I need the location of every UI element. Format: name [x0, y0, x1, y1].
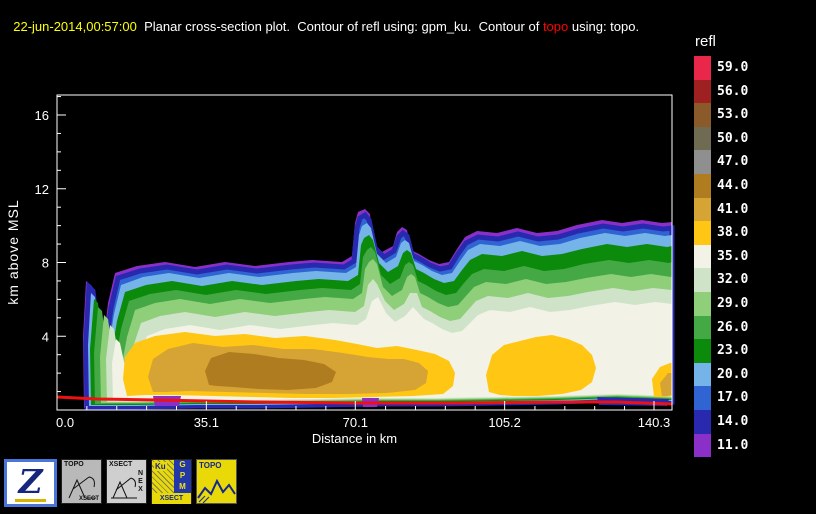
gpm-ku-xsect-window-icon[interactable]: Ku GPM XSECT: [151, 459, 192, 504]
legend-value: 47.0: [717, 154, 749, 170]
legend-swatch: [694, 221, 711, 245]
legend-entry: 53.0: [694, 103, 748, 127]
nexrad-xsect-side: NEX: [137, 470, 144, 494]
legend-entry: 50.0: [694, 126, 749, 151]
nexrad-xsect-title: XSECT: [109, 461, 133, 468]
legend-entry: 32.0: [694, 268, 748, 292]
legend-entry: 26.0: [694, 315, 749, 340]
zeb-logo: Z: [15, 465, 46, 502]
legend-value: 26.0: [717, 319, 749, 335]
legend-swatch: [694, 56, 711, 80]
svg-text:0.0: 0.0: [56, 415, 74, 430]
ku-panel: Ku: [152, 460, 174, 493]
legend-entry: 38.0: [694, 221, 748, 245]
legend-swatch: [694, 244, 711, 269]
legend-swatch: [694, 268, 711, 292]
legend-swatch: [694, 103, 711, 127]
legend-swatch: [694, 126, 711, 151]
legend-value: 50.0: [717, 130, 749, 146]
legend-value: 44.0: [717, 177, 749, 193]
plot-canvas: 0.0 35.1 70.1 105.2 140.3 4 8 12 16 Distance in k…: [5, 94, 675, 446]
legend-swatch: [694, 150, 711, 174]
legend-value: 17.0: [717, 390, 749, 406]
svg-text:8: 8: [42, 256, 49, 271]
nexrad-xsect-window-icon[interactable]: XSECT NEX: [106, 459, 147, 504]
topo-xsect-sub: XSECT: [78, 496, 99, 502]
legend-value: 59.0: [717, 60, 749, 75]
legend-entry: 41.0: [694, 197, 749, 222]
legend-value: 56.0: [717, 83, 749, 99]
svg-text:105.2: 105.2: [488, 415, 521, 430]
legend-value: 35.0: [717, 248, 749, 264]
svg-text:35.1: 35.1: [194, 415, 219, 430]
legend-swatch: [694, 433, 711, 458]
title-text: Planar cross-section plot. Contour of re…: [136, 19, 543, 34]
legend-entry: 23.0: [694, 339, 748, 363]
gpm-label: GPM: [178, 460, 187, 493]
legend-swatch: [694, 197, 711, 222]
legend-entry: 56.0: [694, 79, 749, 104]
topo-xsect-title: TOPO: [64, 461, 84, 468]
legend-entry: 20.0: [694, 362, 749, 387]
topo-profile-icon: [197, 478, 236, 504]
topo-window-icon[interactable]: TOPO: [196, 459, 237, 504]
legend-title: refl: [695, 33, 716, 50]
legend-entry: 44.0: [694, 173, 749, 198]
legend-entry: 29.0: [694, 291, 749, 316]
legend-swatch: [694, 79, 711, 104]
svg-text:km above MSL: km above MSL: [5, 199, 21, 304]
colorbar: 59.0 56.0 53.0 50.0 47.0 44.0 41.0 38.0 35.0 32.0…: [694, 56, 749, 458]
legend-value: 53.0: [717, 107, 749, 123]
title-bar: 22-jun-2014,00:57:00 Planar cross-sectio…: [6, 4, 639, 34]
legend-swatch: [694, 339, 711, 363]
gpm-xsect-label: XSECT: [159, 495, 184, 502]
legend-entry: 35.0: [694, 244, 749, 269]
title-tail: using: topo.: [568, 19, 640, 34]
legend-entry: 59.0: [694, 56, 748, 80]
svg-text:16: 16: [35, 108, 49, 123]
legend-entry: 11.0: [694, 433, 749, 458]
legend-entry: 14.0: [694, 409, 749, 434]
legend-value: 41.0: [717, 201, 749, 217]
legend-value: 38.0: [717, 225, 749, 241]
svg-text:70.1: 70.1: [343, 415, 368, 430]
zeb-window-icon[interactable]: Z: [4, 459, 57, 507]
legend-swatch: [694, 291, 711, 316]
svg-text:4: 4: [42, 329, 49, 344]
topo-xsect-window-icon[interactable]: TOPO XSECT: [61, 459, 102, 504]
legend-value: 11.0: [717, 437, 749, 453]
ku-label: Ku: [154, 462, 167, 471]
radar-sketch-icon: [68, 476, 96, 499]
legend-swatch: [694, 173, 711, 198]
reflectivity-legend: refl 59.0 56.0 53.0 50.0 47.0 44.0 41.0 38.0 35.…: [694, 33, 749, 458]
cross-section-plot: 0.0 35.1 70.1 105.2 140.3 4 8 12 16 Distance in k…: [5, 94, 675, 446]
svg-text:140.3: 140.3: [638, 415, 671, 430]
legend-value: 32.0: [717, 272, 749, 288]
radar-dish-icon: [111, 477, 137, 499]
legend-value: 20.0: [717, 366, 749, 382]
legend-swatch: [694, 362, 711, 387]
topo-title: TOPO: [199, 461, 222, 470]
title-topo-word: topo: [542, 19, 569, 34]
gpm-panel: GPM: [174, 460, 191, 493]
legend-entry: 47.0: [694, 150, 748, 174]
svg-text:Distance in km: Distance in km: [312, 431, 397, 446]
legend-swatch: [694, 315, 711, 340]
legend-value: 29.0: [717, 295, 749, 311]
timestamp: 22-jun-2014,00:57:00: [13, 19, 137, 34]
legend-value: 14.0: [717, 413, 749, 429]
legend-value: 23.0: [717, 343, 749, 359]
legend-swatch: [694, 409, 711, 434]
legend-swatch: [694, 386, 711, 410]
taskbar: Z TOPO XSECT XSECT NEX Ku GPM XSECT TOPO: [4, 459, 237, 507]
legend-entry: 17.0: [694, 386, 748, 410]
svg-text:12: 12: [35, 182, 49, 197]
